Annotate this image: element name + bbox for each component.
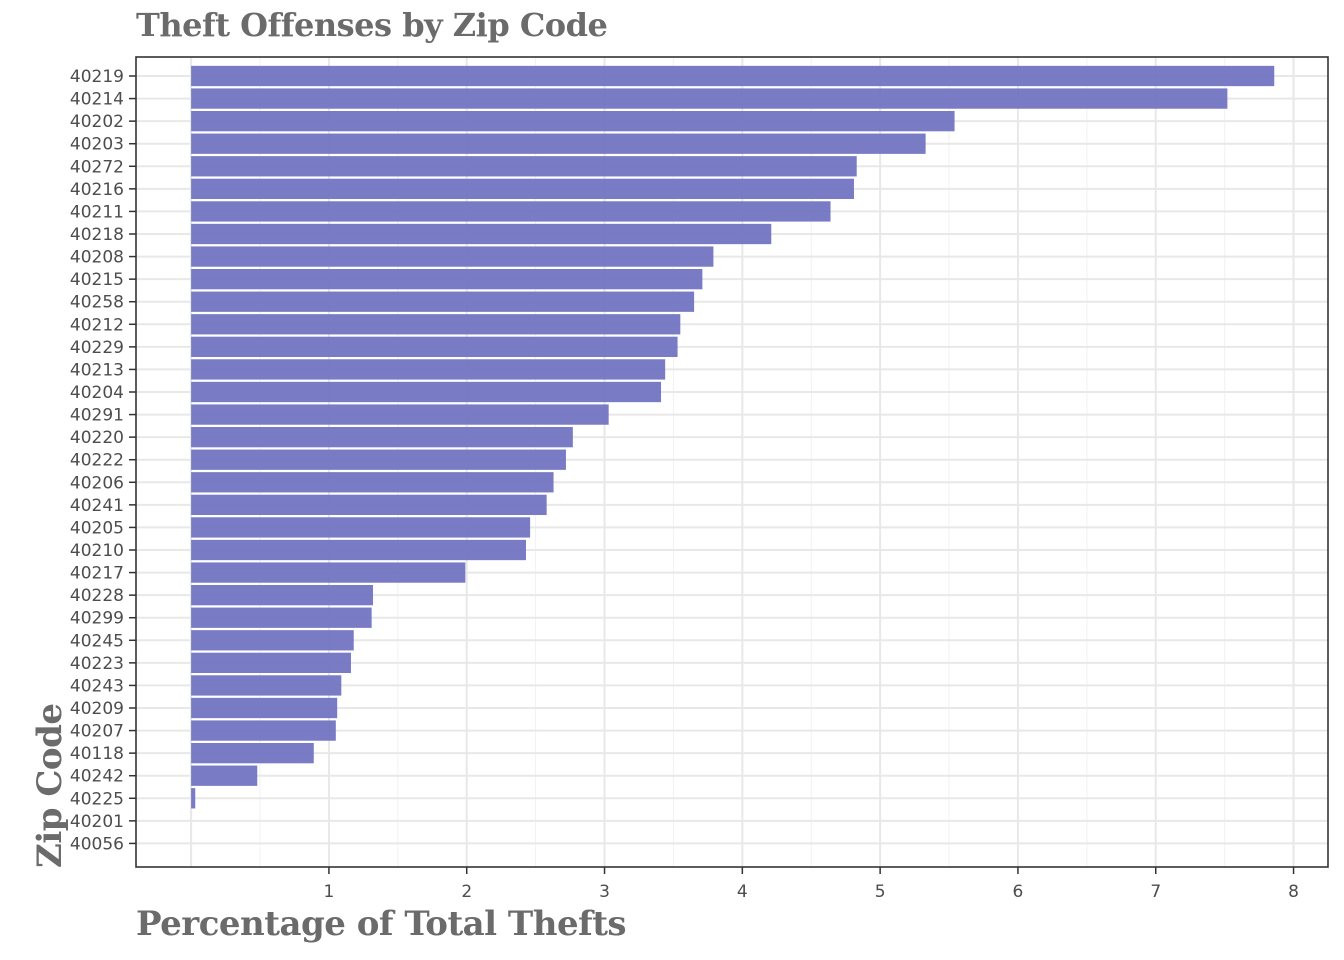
y-tick-label: 40222: [70, 451, 124, 471]
bar-40204: [191, 381, 662, 403]
y-tick-label: 40206: [70, 473, 124, 493]
bar-40229: [191, 336, 678, 358]
bar-40214: [191, 88, 1228, 109]
bar-40208: [191, 246, 714, 267]
bar-40258: [191, 291, 695, 312]
y-tick-label: 40204: [70, 383, 124, 403]
bar-40209: [191, 697, 338, 719]
y-tick-label: 40211: [70, 202, 124, 222]
bar-40219: [191, 65, 1275, 87]
bar-40216: [191, 178, 854, 200]
y-tick-label: 40213: [70, 360, 124, 380]
x-tick-label: 7: [1150, 882, 1161, 902]
bar-40202: [191, 110, 955, 132]
y-tick-label: 40118: [70, 744, 124, 764]
chart-title: Theft Offenses by Zip Code: [136, 6, 608, 44]
bar-40242: [191, 765, 258, 786]
x-tick-label: 3: [599, 882, 610, 902]
bar-40206: [191, 472, 554, 493]
y-tick-label: 40223: [70, 654, 124, 674]
bar-40223: [191, 652, 351, 674]
bar-40212: [191, 314, 681, 335]
y-tick-label: 40215: [70, 270, 124, 290]
bar-40272: [191, 156, 857, 177]
y-tick-label: 40205: [70, 518, 124, 538]
y-tick-label: 40203: [70, 135, 124, 155]
y-tick-label: 40241: [70, 496, 124, 516]
y-tick-label: 40056: [70, 834, 124, 854]
y-tick-label: 40216: [70, 180, 124, 200]
bar-40203: [191, 133, 926, 154]
bar-40118: [191, 742, 314, 764]
bar-40245: [191, 630, 354, 651]
bar-40222: [191, 449, 566, 470]
y-tick-label: 40209: [70, 699, 124, 719]
y-tick-label: 40242: [70, 767, 124, 787]
bar-40225: [191, 788, 196, 809]
y-tick-label: 40299: [70, 609, 124, 629]
x-tick-label: 2: [461, 882, 472, 902]
y-tick-label: 40220: [70, 428, 124, 448]
x-axis-title: Percentage of Total Thefts: [136, 904, 627, 944]
bar-40241: [191, 494, 547, 516]
y-tick-label: 40218: [70, 225, 124, 245]
y-tick-label: 40210: [70, 541, 124, 561]
y-tick-label: 40291: [70, 406, 124, 426]
x-tick-label: 1: [324, 882, 335, 902]
bar-40207: [191, 720, 336, 741]
bar-40215: [191, 268, 703, 290]
y-tick-label: 40212: [70, 315, 124, 335]
bar-layer: [191, 65, 1275, 809]
bar-40210: [191, 539, 526, 561]
y-tick-label: 40272: [70, 157, 124, 177]
x-tick-label: 4: [737, 882, 748, 902]
y-tick-label: 40214: [70, 90, 124, 110]
bar-40213: [191, 359, 666, 380]
x-tick-label: 5: [875, 882, 886, 902]
bar-40228: [191, 584, 374, 606]
bar-40243: [191, 675, 342, 696]
bar-40299: [191, 607, 372, 628]
y-tick-label: 40228: [70, 586, 124, 606]
y-tick-label: 40208: [70, 248, 124, 268]
plot-frame: [135, 56, 1329, 868]
y-tick-label: 40225: [70, 789, 124, 809]
bar-40217: [191, 562, 466, 583]
y-tick-label: 40243: [70, 676, 124, 696]
bar-40291: [191, 404, 609, 425]
y-tick-label: 40201: [70, 812, 124, 832]
y-tick-label: 40207: [70, 722, 124, 742]
y-tick-label: 40219: [70, 67, 124, 87]
y-tick-label: 40202: [70, 112, 124, 132]
bar-40220: [191, 426, 573, 448]
bar-40211: [191, 201, 831, 222]
y-axis-title: Zip Code: [30, 703, 70, 869]
y-tick-label: 40229: [70, 338, 124, 358]
x-tick-label: 6: [1013, 882, 1024, 902]
y-tick-label: 40217: [70, 564, 124, 584]
y-tick-label: 40245: [70, 631, 124, 651]
bar-40218: [191, 223, 772, 245]
y-tick-label: 40258: [70, 293, 124, 313]
bar-40205: [191, 517, 531, 538]
x-tick-label: 8: [1288, 882, 1299, 902]
